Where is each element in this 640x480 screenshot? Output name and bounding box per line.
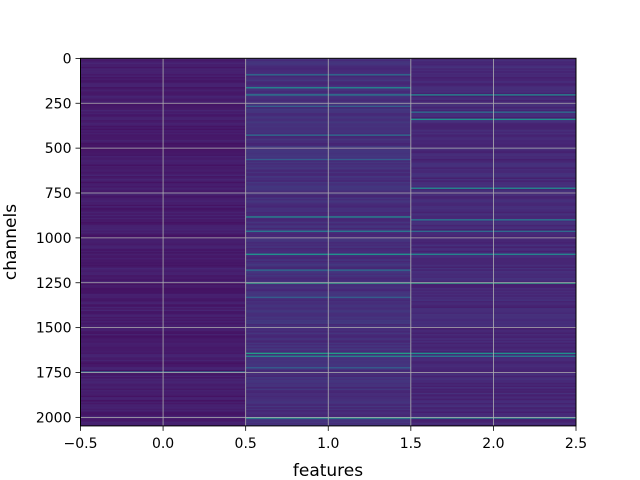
x-axis: −0.5 0.0 0.5 1.0 1.5 2.0 2.5 <box>64 425 587 452</box>
y-tick-label: 250 <box>45 96 72 112</box>
x-axis-label: features <box>293 461 363 480</box>
x-tick-label: 0.0 <box>152 436 174 452</box>
plot-area <box>80 58 576 426</box>
y-tick-label: 1000 <box>36 231 72 247</box>
y-tick-label: 0 <box>63 51 72 67</box>
y-axis-label: channels <box>1 204 21 280</box>
x-tick-label: −0.5 <box>64 436 98 452</box>
x-tick-label: 0.5 <box>235 436 257 452</box>
y-tick-label: 1250 <box>36 276 72 292</box>
y-tick-label: 1750 <box>36 366 72 382</box>
y-tick-label: 2000 <box>36 410 72 426</box>
x-tick-label: 1.5 <box>400 436 422 452</box>
y-tick-label: 1500 <box>36 321 72 337</box>
y-axis: 0 250 500 750 1000 1250 1500 1750 2000 <box>36 51 81 426</box>
x-tick-label: 1.0 <box>317 436 339 452</box>
y-tick-label: 500 <box>45 141 72 157</box>
x-tick-label: 2.0 <box>482 436 504 452</box>
x-tick-label: 2.5 <box>565 436 587 452</box>
y-tick-label: 750 <box>45 186 72 202</box>
